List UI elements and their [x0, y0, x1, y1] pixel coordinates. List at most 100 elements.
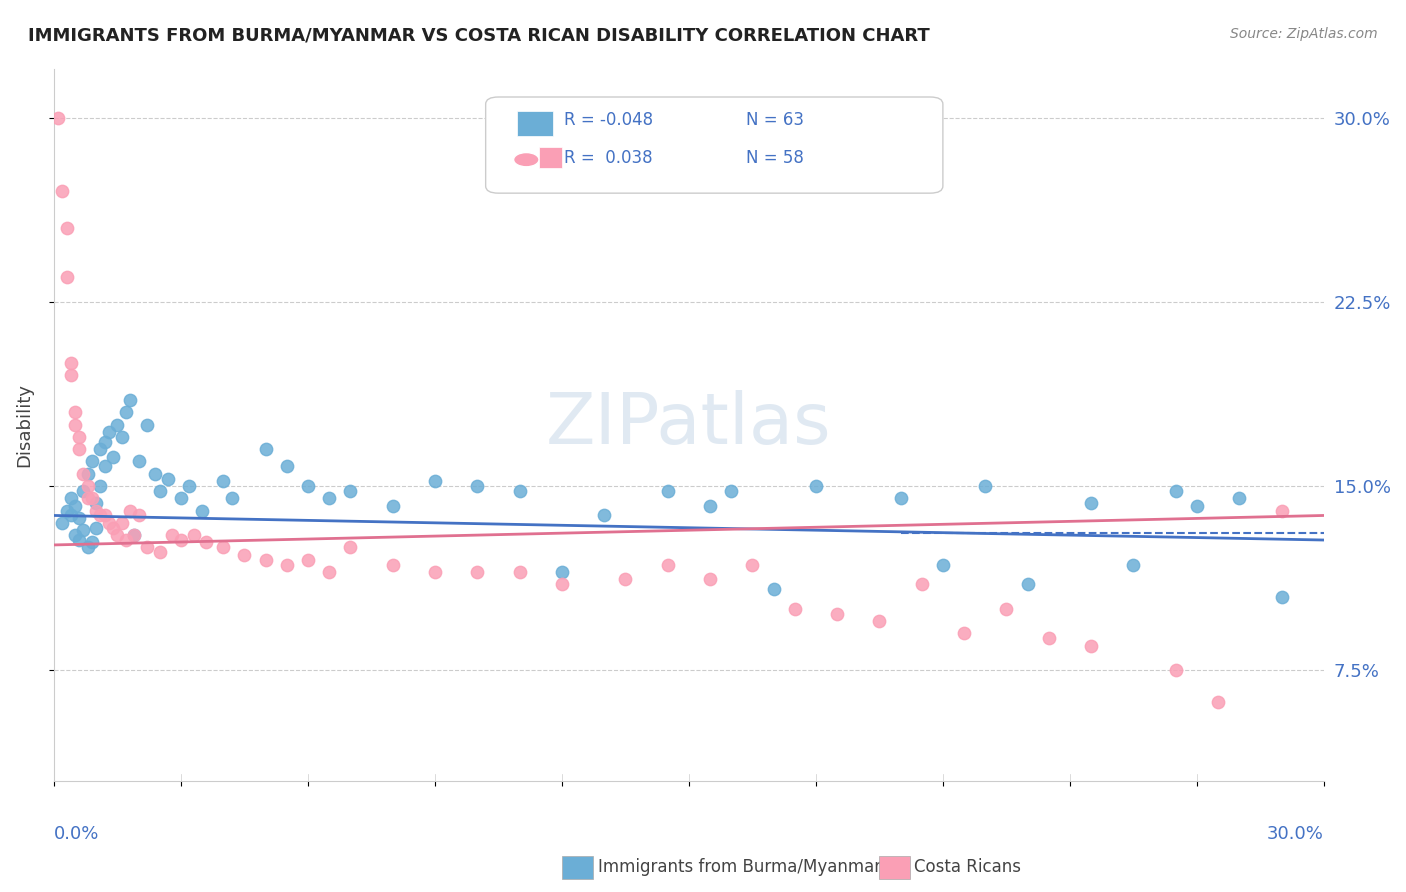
- Point: [932, 558, 955, 572]
- Point: [63, 405, 86, 419]
- Point: [84, 496, 107, 510]
- Point: [80, 491, 103, 506]
- Point: [84, 503, 107, 517]
- Point: [76, 491, 98, 506]
- Point: [145, 467, 167, 481]
- Point: [221, 491, 243, 506]
- Text: Costa Ricans: Costa Ricans: [914, 858, 1021, 876]
- Point: [551, 577, 574, 591]
- Point: [191, 503, 214, 517]
- Point: [212, 474, 235, 488]
- Point: [233, 548, 256, 562]
- Point: [101, 521, 124, 535]
- Point: [657, 483, 679, 498]
- Point: [741, 558, 763, 572]
- Point: [128, 508, 150, 523]
- Point: [51, 516, 73, 530]
- Point: [1080, 496, 1102, 510]
- Point: [72, 467, 94, 481]
- Point: [720, 483, 742, 498]
- Point: [593, 508, 616, 523]
- Point: [114, 533, 136, 547]
- Point: [136, 541, 159, 555]
- Point: [128, 454, 150, 468]
- Point: [149, 545, 172, 559]
- Point: [297, 552, 319, 566]
- Point: [72, 483, 94, 498]
- Point: [183, 528, 205, 542]
- Point: [162, 528, 184, 542]
- Point: [67, 430, 90, 444]
- Text: ZIPatlas: ZIPatlas: [546, 390, 832, 459]
- Point: [995, 601, 1018, 615]
- Circle shape: [513, 153, 538, 167]
- Point: [1227, 491, 1250, 506]
- Point: [381, 499, 404, 513]
- Point: [1080, 639, 1102, 653]
- Point: [699, 572, 721, 586]
- Point: [1270, 590, 1292, 604]
- Point: [1185, 499, 1208, 513]
- Point: [76, 479, 98, 493]
- Text: N = 58: N = 58: [747, 149, 804, 167]
- Point: [55, 270, 77, 285]
- Point: [423, 474, 446, 488]
- Point: [46, 111, 69, 125]
- Point: [59, 368, 82, 383]
- Point: [170, 533, 193, 547]
- Point: [974, 479, 997, 493]
- Point: [212, 541, 235, 555]
- Point: [614, 572, 637, 586]
- Point: [339, 483, 361, 498]
- Text: N = 63: N = 63: [747, 111, 804, 128]
- Point: [254, 552, 277, 566]
- Point: [59, 508, 82, 523]
- Point: [97, 516, 120, 530]
- Point: [136, 417, 159, 432]
- Point: [1206, 695, 1229, 709]
- Point: [118, 503, 141, 517]
- Bar: [538, 147, 562, 169]
- Point: [318, 565, 340, 579]
- FancyBboxPatch shape: [485, 97, 943, 194]
- Point: [868, 614, 890, 628]
- Point: [59, 356, 82, 370]
- Point: [1017, 577, 1039, 591]
- Point: [55, 503, 77, 517]
- Point: [1122, 558, 1144, 572]
- Point: [423, 565, 446, 579]
- Point: [657, 558, 679, 572]
- Point: [297, 479, 319, 493]
- Point: [509, 565, 531, 579]
- Point: [67, 511, 90, 525]
- Point: [89, 479, 111, 493]
- Point: [67, 442, 90, 457]
- Point: [110, 516, 132, 530]
- Point: [195, 535, 218, 549]
- Text: Immigrants from Burma/Myanmar: Immigrants from Burma/Myanmar: [598, 858, 880, 876]
- Point: [465, 565, 488, 579]
- Point: [89, 442, 111, 457]
- Text: IMMIGRANTS FROM BURMA/MYANMAR VS COSTA RICAN DISABILITY CORRELATION CHART: IMMIGRANTS FROM BURMA/MYANMAR VS COSTA R…: [28, 27, 929, 45]
- Point: [381, 558, 404, 572]
- Bar: [517, 112, 553, 136]
- Point: [55, 221, 77, 235]
- Point: [762, 582, 785, 596]
- Point: [63, 417, 86, 432]
- Point: [105, 417, 128, 432]
- Text: Source: ZipAtlas.com: Source: ZipAtlas.com: [1230, 27, 1378, 41]
- Point: [63, 499, 86, 513]
- Point: [953, 626, 976, 640]
- Point: [114, 405, 136, 419]
- Point: [89, 508, 111, 523]
- Point: [93, 459, 115, 474]
- Point: [1038, 632, 1060, 646]
- Point: [93, 508, 115, 523]
- Point: [76, 467, 98, 481]
- Point: [254, 442, 277, 457]
- Point: [84, 521, 107, 535]
- Point: [1164, 483, 1187, 498]
- Point: [276, 558, 298, 572]
- Y-axis label: Disability: Disability: [15, 383, 32, 467]
- Point: [551, 565, 574, 579]
